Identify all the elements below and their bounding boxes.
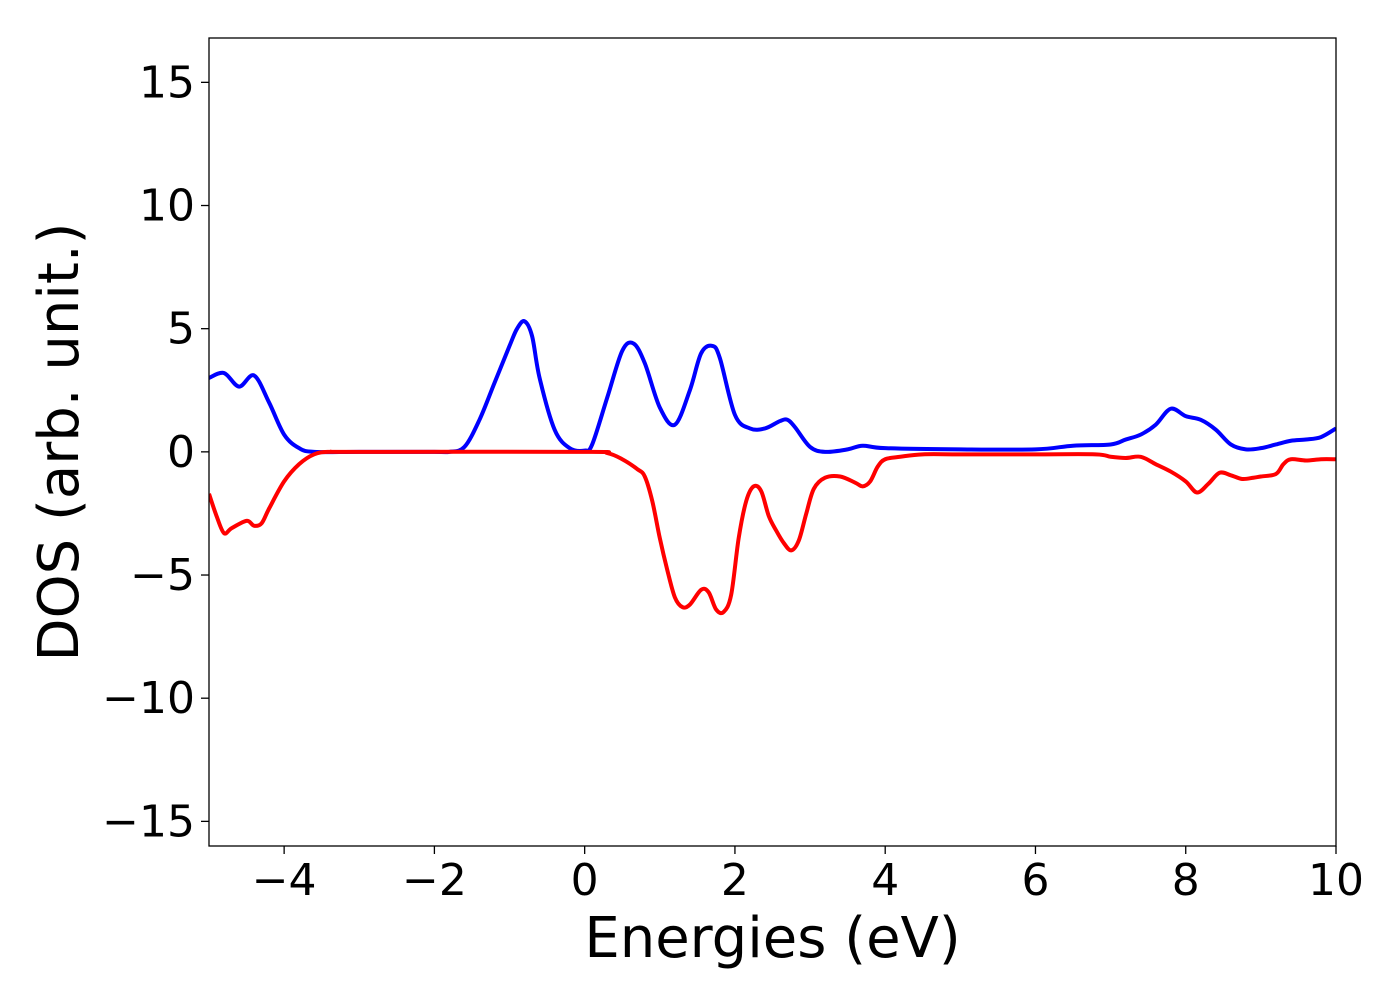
y-tick-label: −5 (130, 550, 195, 601)
y-axis-ticks: 15 10 5 0 −5 −10 −15 (102, 57, 209, 847)
x-tick-label: −4 (252, 855, 317, 906)
series-line-down (209, 449, 1336, 616)
x-tick-label: 0 (571, 855, 599, 906)
y-tick-label: 15 (139, 57, 195, 108)
x-tick-label: 6 (1021, 855, 1049, 906)
y-tick-label: 10 (139, 181, 195, 232)
x-tick-label: 4 (871, 855, 899, 906)
x-axis-title: Energies (eV) (584, 906, 960, 971)
y-tick-label: −15 (102, 796, 195, 847)
x-tick-label: 2 (721, 855, 749, 906)
y-tick-label: 0 (167, 427, 195, 478)
series-layer (209, 319, 1336, 616)
y-tick-label: −10 (102, 673, 195, 724)
x-tick-label: −2 (402, 855, 467, 906)
plot-frame (208, 37, 1337, 847)
x-tick-label: 8 (1172, 855, 1200, 906)
y-axis-title: DOS (arb. unit.) (27, 222, 92, 661)
series-line-up (209, 319, 1336, 455)
y-tick-label: 5 (167, 304, 195, 355)
x-tick-label: 10 (1308, 855, 1364, 906)
x-axis-ticks: −4 −2 0 2 4 6 8 10 (252, 846, 1364, 906)
